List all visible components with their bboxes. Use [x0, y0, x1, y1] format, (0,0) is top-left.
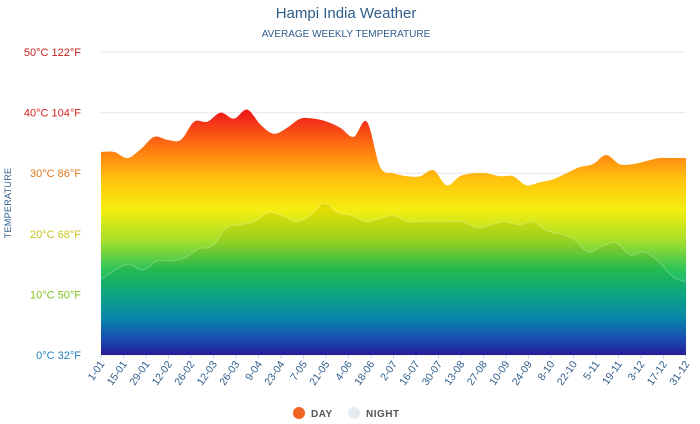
y-tick-label: 10°C 50°F — [30, 289, 81, 301]
chart-title: Hampi India Weather — [276, 5, 417, 22]
x-tick-label: 12-03 — [195, 359, 220, 388]
y-axis-ticks: 0°C 32°F 10°C 50°F 20°C 68°F 30°C 86°F 40°C … — [24, 47, 81, 362]
x-tick-label: 24-09 — [510, 359, 535, 388]
x-tick-label: 1-01 — [86, 359, 108, 383]
x-tick-label: 23-04 — [262, 359, 287, 388]
chart-subtitle: AVERAGE WEEKLY TEMPERATURE — [262, 29, 431, 40]
y-tick-label: 50°C 122°F — [24, 47, 81, 59]
x-tick-label: 26-03 — [217, 359, 242, 388]
x-tick-label: 27-08 — [465, 359, 490, 388]
night-area — [101, 203, 686, 355]
x-tick-label: 22-10 — [555, 359, 580, 388]
legend-night-label: NIGHT — [366, 409, 400, 420]
y-tick-label: 20°C 68°F — [30, 229, 81, 241]
x-tick-label: 16-07 — [397, 359, 422, 388]
legend-day-marker — [293, 407, 305, 419]
night-line — [100, 203, 687, 283]
x-tick-label: 12-02 — [150, 359, 175, 388]
y-tick-label: 30°C 86°F — [30, 168, 81, 180]
x-tick-label: 31-12 — [667, 359, 692, 388]
x-tick-label: 26-02 — [172, 359, 197, 388]
legend: DAY NIGHT — [293, 407, 400, 420]
x-tick-label: 13-08 — [442, 359, 467, 388]
legend-night-marker — [348, 407, 360, 419]
x-tick-label: 8-10 — [536, 359, 558, 383]
x-tick-label: 30-07 — [420, 359, 445, 388]
x-tick-label: 18-06 — [352, 359, 377, 388]
x-tick-label: 2-07 — [378, 359, 400, 383]
legend-item-night[interactable]: NIGHT — [348, 407, 400, 420]
legend-item-day[interactable]: DAY — [293, 407, 333, 420]
x-tick-label: 7-05 — [288, 359, 310, 383]
x-tick-label: 10-09 — [487, 359, 512, 388]
x-tick-label: 5-11 — [581, 359, 603, 383]
x-tick-label: 17-12 — [645, 359, 670, 388]
y-tick-label: 40°C 104°F — [24, 108, 81, 120]
y-tick-label: 0°C 32°F — [36, 350, 81, 362]
x-tick-label: 15-01 — [105, 359, 130, 388]
x-tick-label: 4-06 — [333, 359, 355, 383]
legend-day-label: DAY — [311, 409, 333, 420]
x-tick-label: 3-12 — [626, 359, 648, 383]
x-tick-label: 29-01 — [127, 359, 152, 388]
y-axis-label: TEMPERATURE — [3, 168, 13, 239]
x-tick-label: 21-05 — [307, 359, 332, 388]
x-tick-label: 19-11 — [600, 359, 625, 387]
x-tick-label: 9-04 — [243, 359, 265, 383]
